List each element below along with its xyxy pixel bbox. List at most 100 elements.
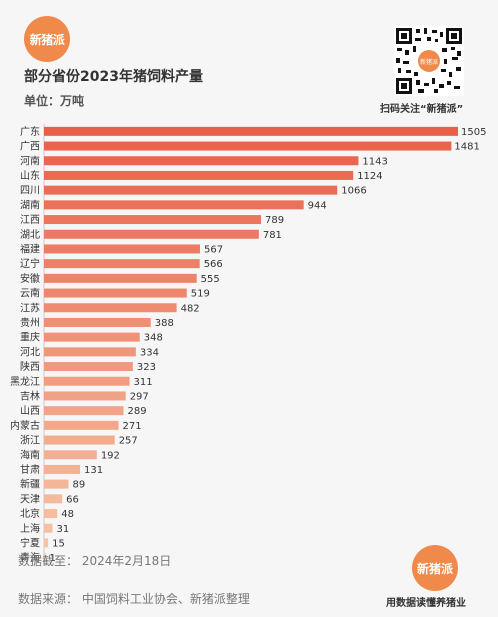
category-label: 河北 (20, 346, 40, 358)
bar (44, 362, 133, 372)
category-label: 新疆 (20, 478, 40, 491)
brand-logo: 新猪派 (24, 16, 70, 62)
footer-brand-logo: 新猪派 (412, 545, 458, 591)
category-label: 山西 (20, 405, 40, 417)
category-label: 江西 (20, 214, 40, 226)
bar (44, 509, 58, 519)
qr-center-text: 新猪派 (420, 58, 438, 66)
bar (44, 464, 81, 474)
unit-label: 单位：万吨 (24, 94, 85, 108)
brand-logo-text: 新猪派 (29, 32, 65, 47)
value-label: 131 (84, 465, 103, 476)
value-label: 311 (134, 377, 153, 388)
value-label: 323 (137, 362, 156, 373)
value-label: 66 (66, 494, 79, 505)
bar (44, 376, 130, 386)
category-label: 甘肃 (20, 463, 40, 476)
bar (44, 259, 200, 269)
category-label: 北京 (20, 507, 40, 520)
bar (44, 126, 458, 136)
bar (44, 523, 53, 533)
value-label: 781 (263, 230, 282, 241)
category-label: 云南 (20, 287, 40, 300)
value-label: 1143 (362, 156, 387, 167)
category-label: 黑龙江 (10, 375, 40, 388)
qr-caption: 扫码关注“新猪派” (380, 104, 464, 115)
value-label: 482 (181, 303, 200, 314)
value-label: 1124 (357, 171, 382, 182)
value-label: 1066 (341, 186, 366, 197)
bar (44, 553, 46, 563)
category-label: 安徽 (20, 272, 40, 285)
value-label: 944 (308, 200, 327, 211)
value-label: 1505 (461, 127, 486, 138)
qr-code: 新猪派 (394, 26, 464, 96)
value-label: 1 (50, 553, 56, 564)
bar (44, 244, 200, 254)
slogan: 用数据读懂养猪业 (386, 598, 466, 609)
bar (44, 538, 49, 548)
category-label: 天津 (20, 493, 40, 505)
bar (44, 347, 136, 357)
bar (44, 288, 187, 298)
category-label: 湖北 (20, 229, 40, 241)
bar (44, 273, 197, 283)
bar (44, 170, 354, 180)
value-label: 271 (123, 421, 142, 432)
value-label: 192 (101, 450, 120, 461)
bar (44, 450, 97, 460)
category-label: 海南 (20, 448, 40, 461)
value-label: 89 (72, 480, 85, 491)
bar (44, 435, 115, 445)
category-label: 重庆 (20, 331, 40, 344)
bar (44, 229, 259, 239)
value-label: 257 (119, 436, 138, 447)
category-label: 福建 (20, 242, 40, 255)
category-label: 浙江 (20, 435, 40, 447)
data-source: 数据来源： 中国饲料工业协会、新猪派整理 (18, 592, 250, 606)
category-label: 内蒙古 (10, 419, 40, 432)
value-label: 289 (127, 406, 146, 417)
bar (44, 303, 177, 313)
footer-brand-logo-text: 新猪派 (416, 561, 453, 576)
category-label: 贵州 (20, 316, 40, 329)
value-label: 334 (140, 347, 159, 358)
category-label: 辽宁 (20, 257, 40, 270)
value-label: 297 (130, 391, 149, 402)
value-label: 789 (265, 215, 284, 226)
data-date: 数据截至： 2024年2月18日 (18, 554, 172, 568)
bar (44, 141, 452, 151)
category-label: 山东 (20, 169, 40, 182)
value-label: 31 (57, 524, 70, 535)
category-label: 广西 (20, 141, 40, 153)
bar (44, 156, 359, 166)
category-label: 上海 (20, 522, 40, 535)
category-label: 广东 (20, 125, 40, 138)
category-label: 青海 (20, 551, 40, 564)
category-label: 吉林 (20, 389, 40, 402)
chart-title: 部分省份2023年猪饲料产量 (24, 69, 203, 85)
value-label: 567 (204, 244, 223, 255)
bar (44, 215, 262, 225)
value-label: 388 (155, 318, 174, 329)
value-label: 348 (144, 333, 163, 344)
value-label: 48 (61, 509, 74, 520)
bar (44, 391, 126, 401)
category-label: 河南 (20, 154, 40, 167)
value-label: 566 (204, 259, 223, 270)
bar (44, 332, 140, 342)
bar (44, 494, 63, 504)
category-label: 四川 (20, 186, 40, 197)
category-label: 湖南 (20, 198, 40, 211)
value-label: 519 (191, 289, 210, 300)
value-label: 15 (52, 538, 65, 549)
category-label: 宁夏 (20, 536, 40, 549)
bar (44, 406, 124, 416)
bar (44, 420, 119, 430)
value-label: 1481 (454, 142, 479, 153)
category-label: 陕西 (20, 360, 40, 373)
bar (44, 185, 338, 195)
bar (44, 200, 304, 210)
category-label: 江苏 (20, 301, 40, 314)
